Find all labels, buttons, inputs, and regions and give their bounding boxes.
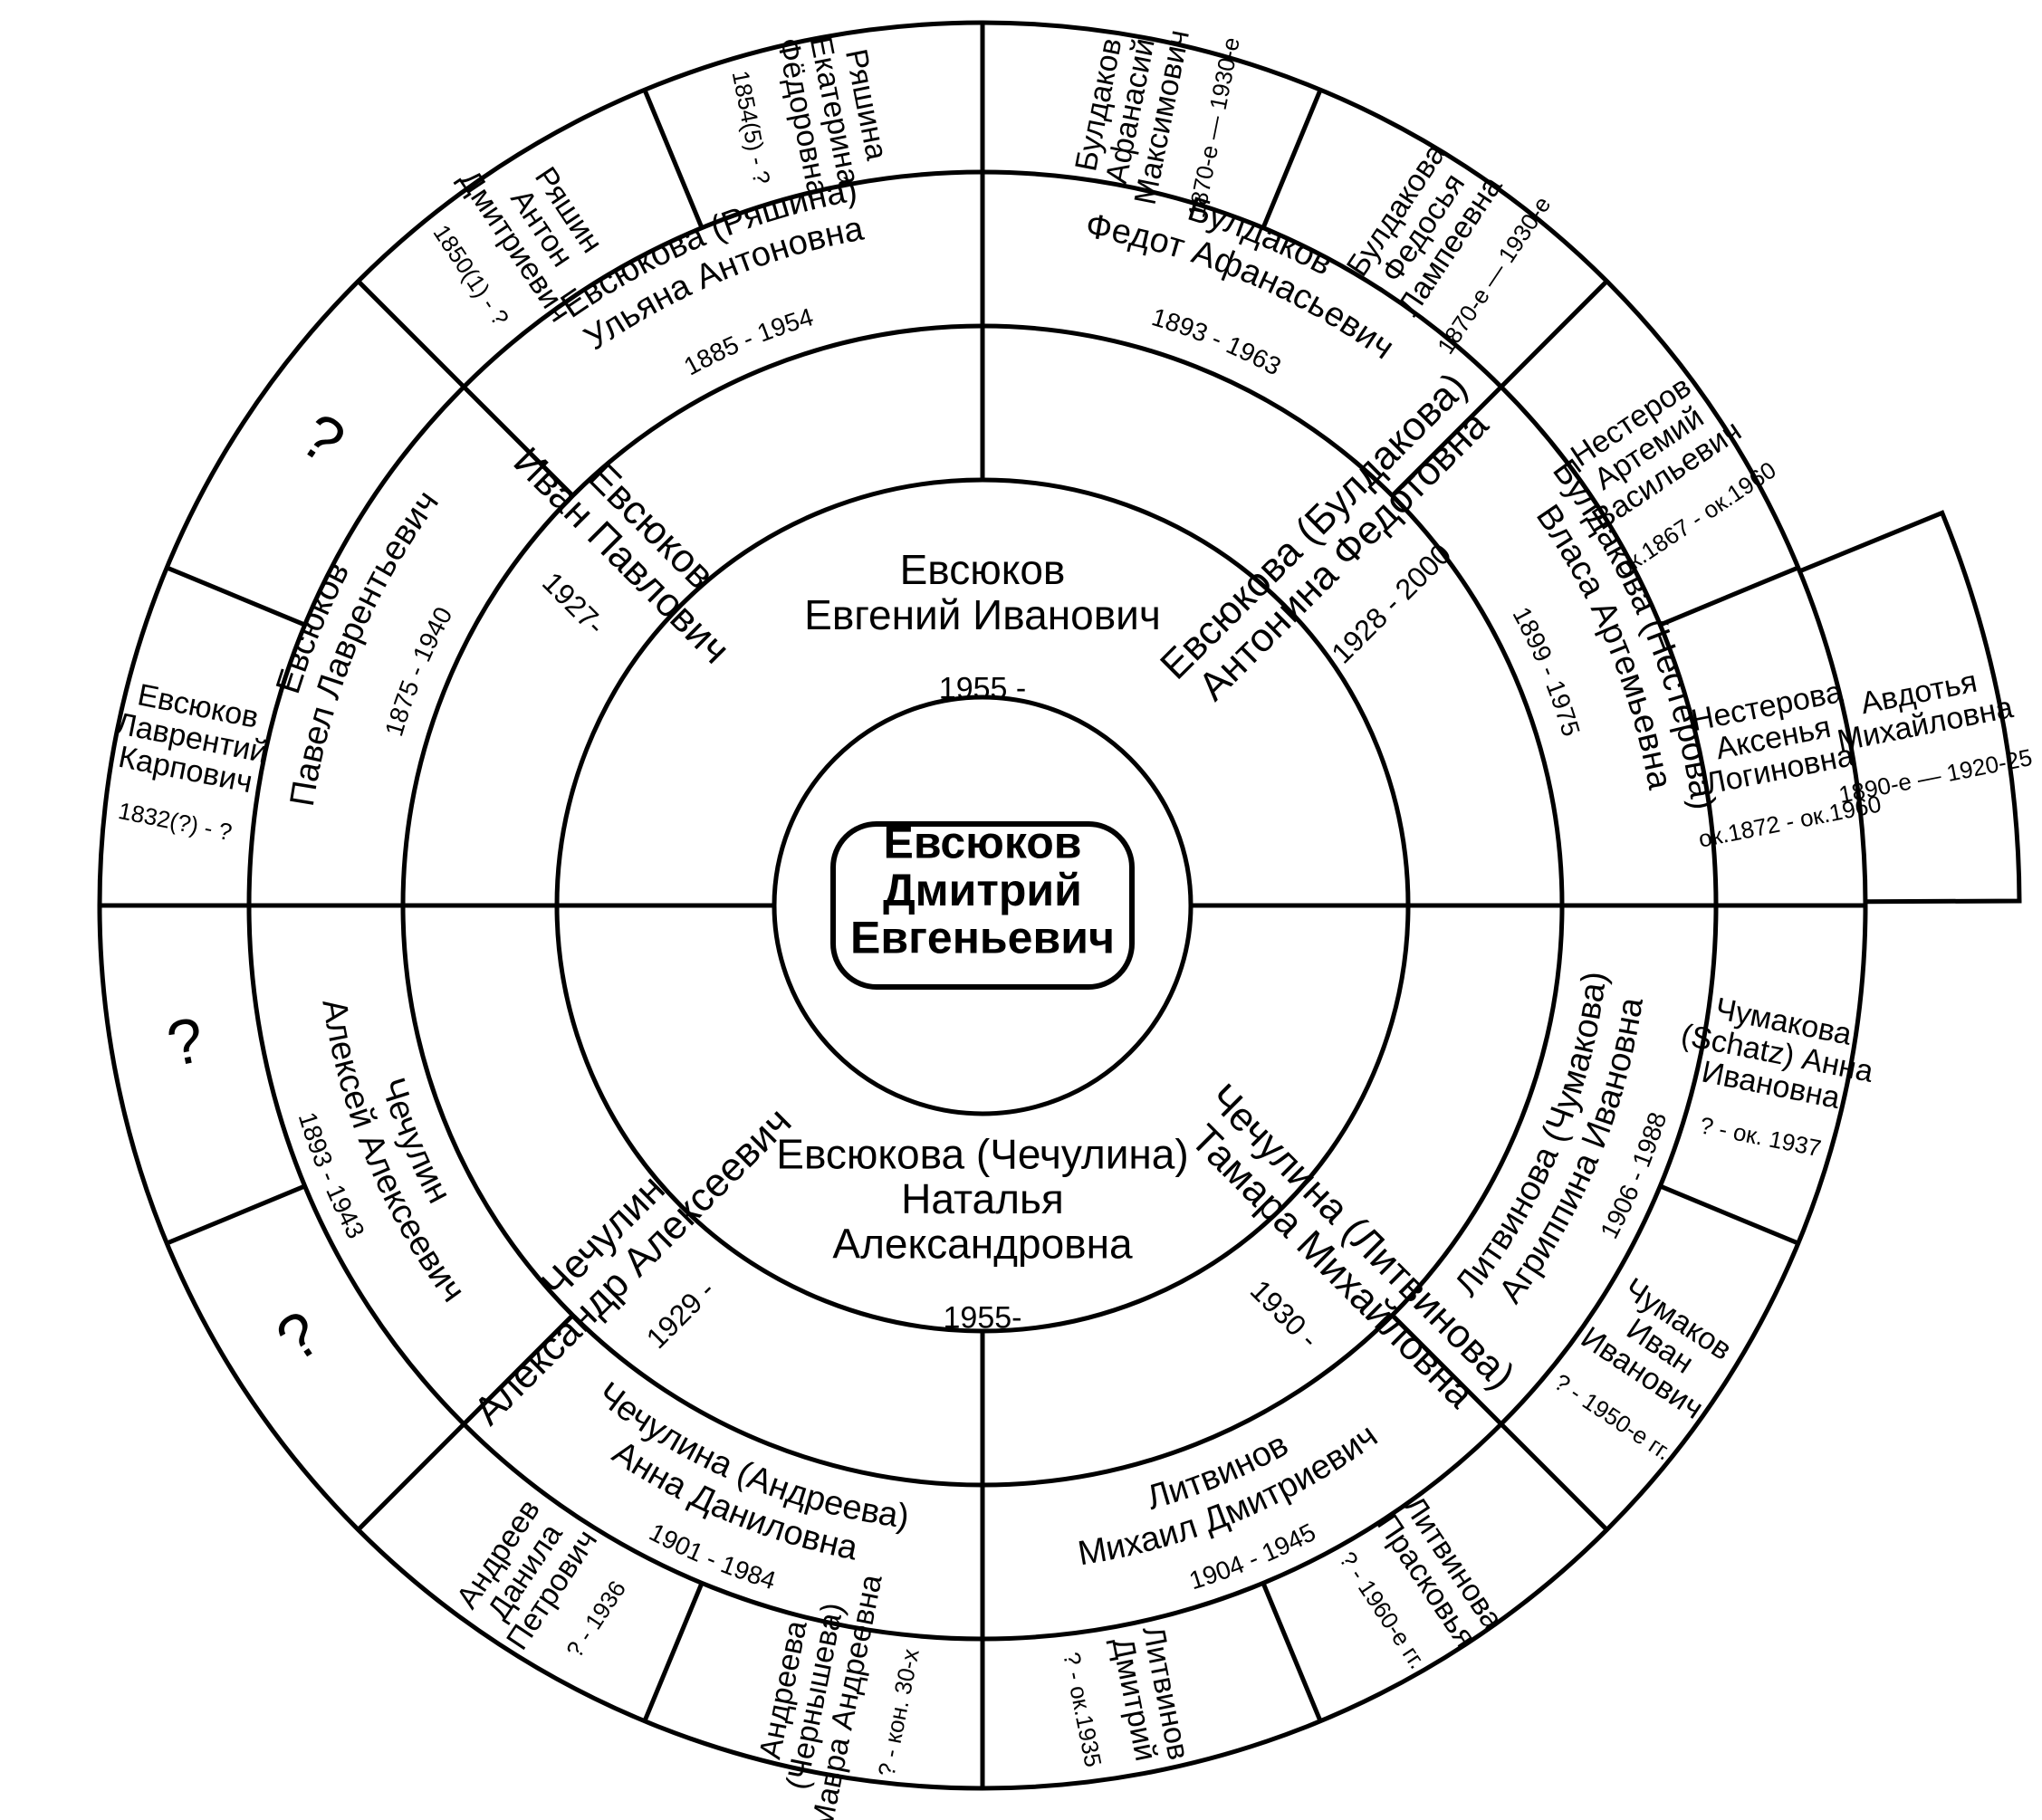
gg-grandparent-15: ?	[161, 1004, 209, 1080]
svg-text:Евсюков: Евсюков	[884, 818, 1082, 868]
great-grandparent-0: ЕвсюковПавел Лаврентьевич1875 - 1940	[269, 484, 457, 809]
parent-father: ЕвсюковЕвгений Иванович1955 -	[804, 546, 1161, 705]
svg-text:1899 - 1975: 1899 - 1975	[1507, 602, 1585, 739]
grandparent-1: Евсюкова (Булдакова)Антонина Федотовна19…	[1152, 364, 1548, 761]
svg-text:Евгений Иванович: Евгений Иванович	[804, 591, 1161, 638]
svg-text:1929 -: 1929 -	[640, 1274, 722, 1355]
svg-text:Евсюков: Евсюков	[900, 546, 1066, 593]
svg-text:Наталья: Наталья	[901, 1175, 1064, 1222]
svg-text:Александровна: Александровна	[832, 1221, 1133, 1268]
great-grandparent-7: ЧечулинАлексей Алексеевич1893 - 1943	[293, 996, 473, 1308]
gg-grandparent-2: РяшинАнтонДмитриевич1850(1) - ?	[411, 128, 631, 355]
gg-grandparent-14: ?	[264, 1298, 333, 1375]
svg-text:? - ок.1935: ? - ок.1935	[1058, 1650, 1107, 1769]
svg-text:1832(?) - ?: 1832(?) - ?	[116, 797, 235, 846]
svg-text:1854(5) - ?: 1854(5) - ?	[727, 69, 776, 187]
svg-text:?: ?	[264, 1298, 333, 1375]
svg-text:?: ?	[288, 399, 357, 477]
annex-person: АвдотьяМихайловна1890-е — 1920-25	[1819, 656, 2035, 809]
great-grandparent-6: Чечулина (Андреева)Анна Даниловна1901 - …	[590, 1375, 911, 1595]
svg-text:1885 - 1954: 1885 - 1954	[679, 302, 816, 380]
svg-text:1893 - 1963: 1893 - 1963	[1148, 302, 1285, 380]
svg-text:Михаил Дмитриевич: Михаил Дмитриевич	[1075, 1417, 1385, 1574]
svg-text:Дмитрий: Дмитрий	[883, 865, 1082, 915]
gg-grandparent-11: ЛитвиновДмитрий? - ок.1935	[1056, 1624, 1196, 1779]
svg-text:Евсюкова (Чечулина): Евсюкова (Чечулина)	[776, 1130, 1188, 1177]
svg-text:Алексей Алексеевич: Алексей Алексеевич	[314, 996, 472, 1308]
gg-grandparent-12: Андреева(Чернышева)Мавра Андреевна? - ко…	[741, 1559, 936, 1820]
great-grandparent-4: Литвинова (Чумакова)Агриппина Ивановна19…	[1448, 970, 1673, 1310]
gg-grandparent-13: АндреевДанилаПетрович? - 1936	[446, 1488, 645, 1683]
svg-text:1927-: 1927-	[536, 566, 611, 641]
svg-text:1930 -: 1930 -	[1244, 1274, 1326, 1355]
gg-grandparent-1: ?	[288, 399, 357, 477]
svg-text:?: ?	[161, 1004, 209, 1080]
gg-grandparent-10: ЛитвиноваПрасковья? - 1960-е гг.	[1329, 1490, 1510, 1681]
svg-text:? - ок. 1937: ? - ок. 1937	[1698, 1111, 1824, 1162]
svg-text:1870-е — 1930-е: 1870-е — 1930-е	[1183, 35, 1245, 220]
center-person: ЕвсюковДмитрийЕвгеньевич	[850, 818, 1115, 963]
gg-grandparent-9: ЧумаковИванИванович? - 1950-е гг.	[1548, 1267, 1745, 1467]
svg-text:? - кон. 30-х: ? - кон. 30-х	[872, 1646, 924, 1778]
gg-grandparent-4: БулдаковАфанасийМаксимович1870-е — 1930-…	[1064, 12, 1245, 220]
svg-text:1875 - 1940: 1875 - 1940	[379, 602, 457, 739]
great-grandparent-2: БулдаковФедот Афанасьевич1893 - 1963	[1083, 190, 1401, 381]
svg-text:1955-: 1955-	[944, 1300, 1022, 1335]
svg-text:Евгеньевич: Евгеньевич	[850, 913, 1115, 963]
